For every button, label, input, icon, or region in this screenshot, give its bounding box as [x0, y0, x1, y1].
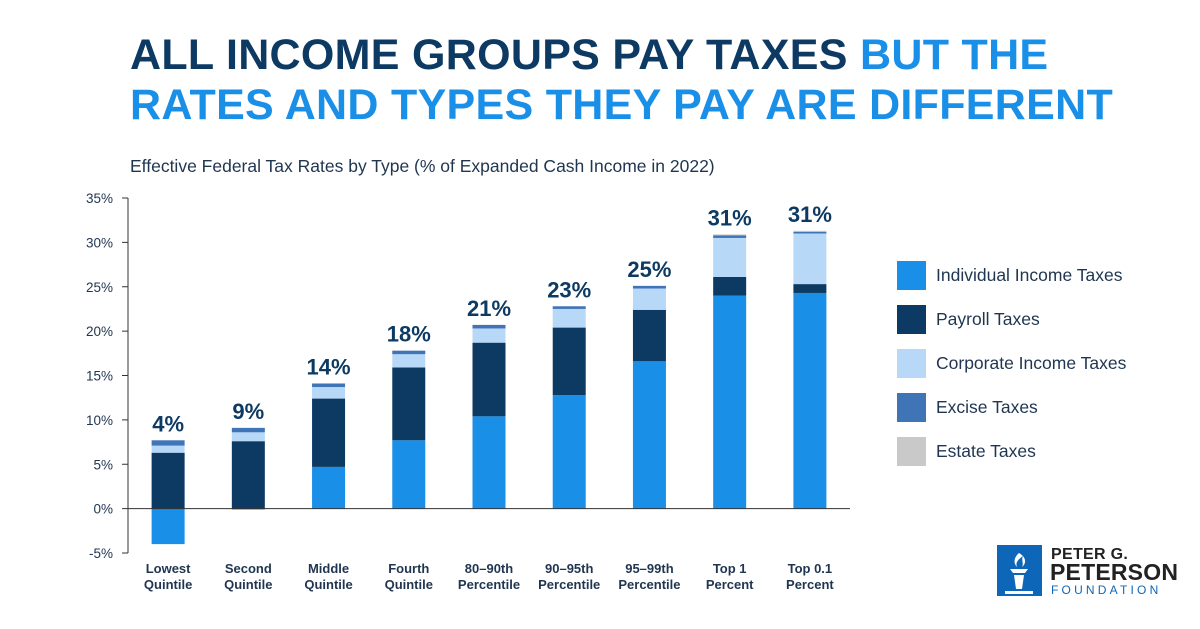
- bar-segment: [793, 231, 827, 234]
- bar-segment: [472, 324, 506, 329]
- x-tick-label: 95–99th Percentile: [618, 561, 680, 592]
- bar-segment: [231, 432, 265, 442]
- x-tick-label: Top 1 Percent: [706, 561, 754, 592]
- bar-total-label: 31%: [788, 202, 832, 227]
- bar-segment: [151, 452, 185, 509]
- y-tick-label: 25%: [86, 280, 113, 295]
- bar-total-label: 31%: [708, 205, 752, 230]
- bar-segment: [392, 354, 426, 368]
- logo-line-3: FOUNDATION: [1051, 583, 1162, 597]
- chart-subtitle: Effective Federal Tax Rates by Type (% o…: [130, 156, 715, 176]
- peterson-foundation-logo: PETER G. PETERSON FOUNDATION: [997, 545, 1179, 597]
- bar-total-label: 4%: [152, 411, 184, 436]
- bar-segment: [713, 235, 747, 238]
- x-tick-label: Top 0.1 Percent: [786, 561, 834, 592]
- bar-segment: [231, 441, 265, 509]
- bar-segment: [793, 292, 827, 509]
- y-tick-label: 20%: [86, 324, 113, 339]
- bar-total-label: 23%: [547, 277, 591, 302]
- y-tick-label: 10%: [86, 413, 113, 428]
- bar-segment: [632, 285, 666, 289]
- bar-segment: [312, 383, 346, 388]
- bar-segment: [552, 306, 586, 309]
- legend-item: Corporate Income Taxes: [897, 346, 1126, 380]
- x-tick-label: Fourth Quintile: [385, 561, 433, 592]
- legend-item: Estate Taxes: [897, 434, 1126, 468]
- bar-segment: [472, 342, 506, 417]
- bar-segment: [793, 233, 827, 285]
- chart-legend: Individual Income Taxes Payroll Taxes Corp…: [897, 258, 1126, 478]
- bar-segment: [793, 230, 827, 232]
- torch-logo-icon: [997, 545, 1042, 596]
- bar-segment: [713, 295, 747, 509]
- bar-segment: [151, 508, 185, 545]
- y-tick-label: 0%: [93, 502, 113, 517]
- legend-item: Payroll Taxes: [897, 302, 1126, 336]
- bar-segment: [312, 398, 346, 467]
- bar-segment: [151, 445, 185, 453]
- bar-segment: [793, 284, 827, 293]
- bar-segment: [713, 237, 747, 277]
- x-tick-label: Middle Quintile: [304, 561, 352, 592]
- bar-segment: [632, 361, 666, 509]
- title-part-accent: BUT THE RATES AND TYPES THEY PAY ARE DIF…: [130, 31, 1114, 129]
- x-tick-label: 90–95th Percentile: [538, 561, 600, 592]
- logo-line-2: PETERSON: [1050, 559, 1179, 585]
- page-title: ALL INCOME GROUPS PAY TAXES BUT THE RATE…: [130, 30, 1170, 130]
- legend-label: Corporate Income Taxes: [936, 352, 1127, 373]
- bar-segment: [632, 309, 666, 362]
- y-tick-label: -5%: [89, 546, 113, 561]
- y-tick-label: 30%: [86, 235, 113, 250]
- legend-swatch: [897, 436, 926, 466]
- y-tick-label: 15%: [86, 369, 113, 384]
- bar-segment: [713, 276, 747, 296]
- legend-label: Payroll Taxes: [936, 308, 1040, 329]
- legend-label: Excise Taxes: [936, 396, 1038, 417]
- bar-segment: [552, 395, 586, 509]
- bar-segment: [472, 416, 506, 509]
- bar-total-label: 18%: [387, 322, 431, 347]
- x-tick-label: Lowest Quintile: [144, 561, 192, 592]
- bar-segment: [312, 466, 346, 509]
- x-tick-label: Second Quintile: [224, 561, 272, 592]
- legend-swatch: [897, 260, 926, 290]
- y-tick-label: 35%: [86, 191, 113, 206]
- bar-segment: [632, 288, 666, 310]
- legend-label: Estate Taxes: [936, 440, 1036, 461]
- y-tick-label: 5%: [93, 457, 113, 472]
- bar-segment: [151, 440, 185, 446]
- title-part-dark: ALL INCOME GROUPS PAY TAXES: [130, 31, 848, 79]
- bar-segment: [472, 328, 506, 343]
- bar-total-label: 21%: [467, 296, 511, 321]
- logo-line-1: PETER G.: [1051, 546, 1129, 563]
- bar-total-label: 14%: [307, 354, 351, 379]
- x-tick-label: 80–90th Percentile: [458, 561, 520, 592]
- bar-segment: [312, 387, 346, 399]
- bar-total-label: 25%: [627, 257, 671, 282]
- bar-segment: [231, 427, 265, 433]
- legend-swatch: [897, 392, 926, 422]
- legend-item: Excise Taxes: [897, 390, 1126, 424]
- legend-item: Individual Income Taxes: [897, 258, 1126, 292]
- legend-swatch: [897, 348, 926, 378]
- bar-segment: [392, 367, 426, 441]
- bar-segment: [392, 440, 426, 509]
- bar-segment: [552, 308, 586, 328]
- legend-swatch: [897, 304, 926, 334]
- legend-label: Individual Income Taxes: [936, 264, 1123, 285]
- bar-segment: [552, 327, 586, 396]
- bar-total-label: 9%: [232, 399, 264, 424]
- bar-segment: [713, 234, 747, 236]
- bar-segment: [392, 350, 426, 355]
